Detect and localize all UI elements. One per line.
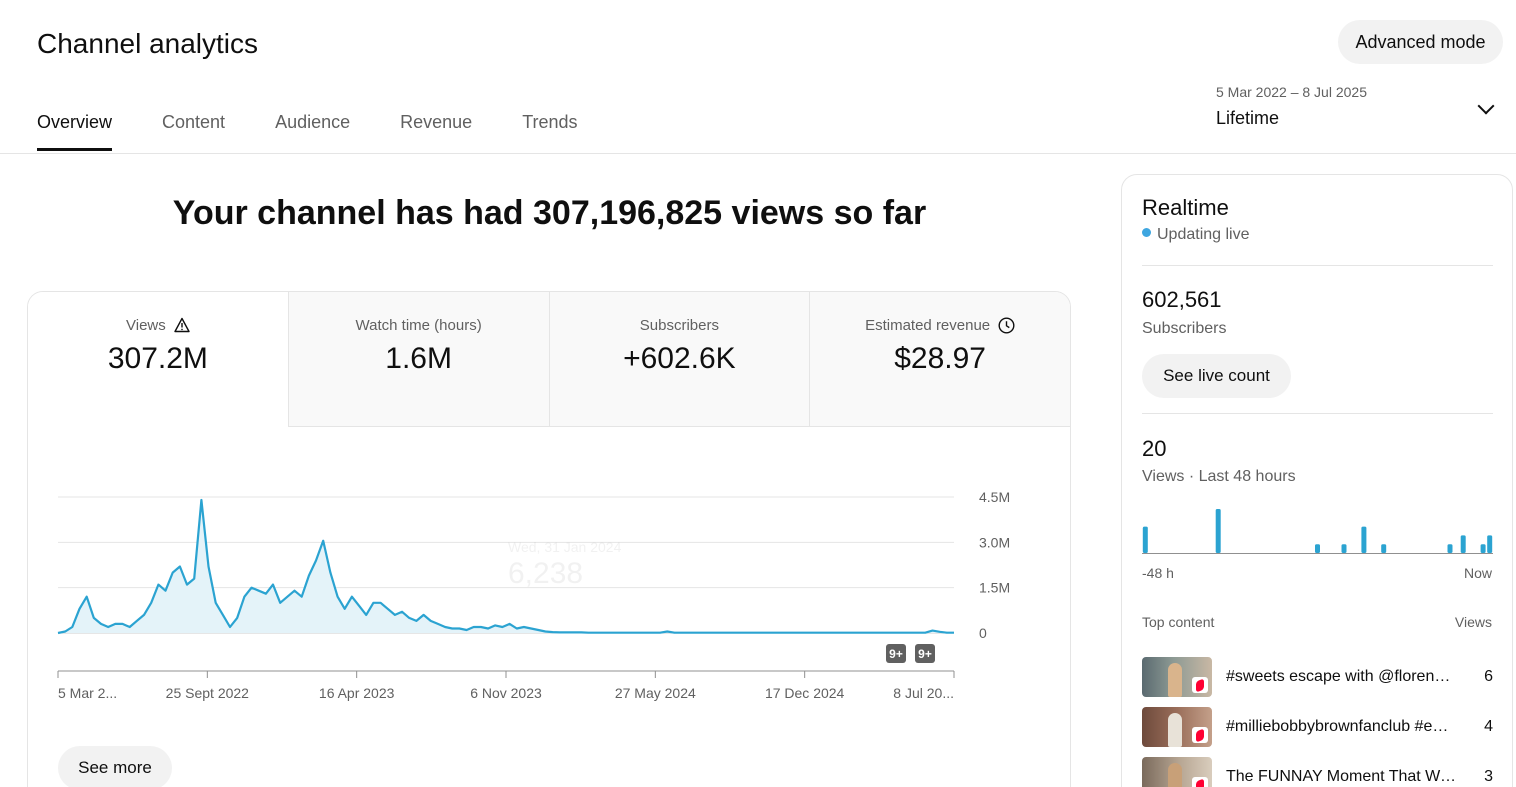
metric-estimated-revenue[interactable]: Estimated revenue $28.97 [809, 292, 1070, 427]
top-content-views: 3 [1484, 768, 1493, 785]
metric-watch-time[interactable]: Watch time (hours) 1.6M [287, 292, 549, 427]
annotation-badge[interactable] [915, 644, 935, 663]
thumbnail-figure [1168, 663, 1182, 697]
realtime-status: Updating live [1142, 226, 1250, 244]
top-content-views-label: Views [1454, 614, 1492, 630]
realtime-bar[interactable] [1142, 526, 1148, 553]
metric-label: Estimated revenue [865, 316, 991, 334]
realtime-bar[interactable] [1447, 544, 1453, 553]
tab-audience[interactable]: Audience [275, 112, 351, 132]
realtime-bar[interactable] [1487, 535, 1493, 553]
top-content-row[interactable]: The FUNNAY Moment That Went... 3 [1142, 757, 1493, 787]
metric-views[interactable]: Views 307.2M [28, 292, 288, 427]
video-thumbnail[interactable] [1142, 757, 1212, 787]
views-chart[interactable]: 4.5M 3.0M 1.5M 0 Wed, 31 Jan 2024 6,238 9+ 9… [28, 427, 1071, 727]
divider [1142, 413, 1493, 414]
realtime-status-text: Updating live [1157, 226, 1250, 243]
realtime-views-chart[interactable] [1142, 503, 1493, 557]
y-tick-label: 0 [979, 625, 987, 641]
chart-tooltip-value: 6,238 [508, 557, 583, 590]
realtime-subscribers-count: 602,561 [1142, 287, 1222, 312]
y-tick-label: 1.5M [979, 580, 1010, 596]
tab-bar: Overview Content Audience Revenue Trends [37, 112, 628, 151]
metric-value: $28.97 [894, 342, 986, 375]
realtime-bar[interactable] [1460, 535, 1466, 553]
page-title: Channel analytics [37, 28, 259, 59]
shorts-icon [1192, 727, 1208, 743]
realtime-bar[interactable] [1315, 544, 1320, 553]
realtime-views-count: 20 [1142, 436, 1167, 461]
top-content-title[interactable]: #milliebobbybrownfanclub #edit... [1226, 718, 1456, 735]
date-range-text: 5 Mar 2022 – 8 Jul 2025 [1216, 84, 1367, 100]
realtime-panel: Realtime Updating live 602,561 Subscribe… [1121, 174, 1513, 787]
y-tick-label: 4.5M [979, 489, 1010, 505]
tab-trends[interactable]: Trends [522, 112, 578, 132]
divider [1142, 265, 1493, 266]
metric-tabs: Views 307.2M Watch time (hours) 1.6M Sub… [28, 292, 1070, 427]
realtime-subscribers-label: Subscribers [1142, 320, 1227, 337]
y-tick-label: 3.0M [979, 534, 1010, 550]
realtime-axis-start: -48 h [1142, 565, 1174, 581]
live-dot-icon [1142, 227, 1151, 237]
annotation-badge-label: 9+ [889, 647, 903, 661]
metric-label: Watch time (hours) [355, 316, 482, 334]
x-tick-label: 6 Nov 2023 [470, 685, 542, 701]
realtime-views-label: Views · Last 48 hours [1142, 468, 1296, 485]
top-content-views: 6 [1484, 668, 1493, 685]
views-line [57, 498, 954, 635]
metric-value: 307.2M [107, 342, 208, 375]
realtime-bar[interactable] [1361, 526, 1367, 553]
annotation-badge[interactable] [886, 644, 906, 663]
see-live-count-button[interactable]: See live count [1142, 354, 1291, 398]
top-content-row[interactable]: #milliebobbybrownfanclub #edit... 4 [1142, 707, 1493, 747]
date-period-text: Lifetime [1216, 108, 1280, 128]
realtime-bar[interactable] [1381, 544, 1387, 553]
clock-icon[interactable] [998, 316, 1015, 334]
metric-label: Subscribers [639, 316, 719, 334]
shorts-icon [1192, 777, 1208, 787]
tab-overview[interactable]: Overview [37, 112, 113, 151]
realtime-bar[interactable] [1215, 509, 1221, 553]
video-thumbnail[interactable] [1142, 707, 1212, 747]
metric-label: Views [126, 316, 166, 334]
x-tick-label: 17 Dec 2024 [765, 685, 845, 701]
thumbnail-figure [1168, 713, 1182, 747]
realtime-bar[interactable] [1480, 544, 1486, 553]
tab-content[interactable]: Content [162, 112, 226, 132]
annotation-badge-label: 9+ [918, 647, 932, 661]
x-tick-label: 27 May 2024 [615, 685, 696, 701]
thumbnail-figure [1168, 763, 1182, 787]
top-content-label: Top content [1142, 614, 1215, 630]
chart-tooltip-date: Wed, 31 Jan 2024 [508, 539, 622, 555]
top-content-views: 4 [1484, 718, 1493, 735]
date-range-selector[interactable]: 5 Mar 2022 – 8 Jul 2025 Lifetime [1216, 84, 1496, 129]
warning-icon[interactable] [174, 317, 190, 333]
metric-value: 1.6M [385, 342, 452, 375]
advanced-mode-button[interactable]: Advanced mode [1338, 20, 1503, 64]
realtime-title: Realtime [1142, 195, 1229, 220]
views-headline: Your channel has had 307,196,825 views s… [172, 194, 927, 232]
top-content-row[interactable]: #sweets escape with @florence... 6 [1142, 657, 1493, 697]
metric-value: +602.6K [623, 342, 736, 375]
tab-revenue[interactable]: Revenue [400, 112, 473, 132]
realtime-axis-end: Now [1463, 565, 1492, 581]
top-content-title[interactable]: #sweets escape with @florence... [1226, 668, 1456, 685]
video-thumbnail[interactable] [1142, 657, 1212, 697]
realtime-bar[interactable] [1341, 544, 1347, 553]
x-tick-label: 8 Jul 20... [893, 685, 954, 701]
shorts-icon [1192, 677, 1208, 693]
x-tick-label: 16 Apr 2023 [319, 685, 395, 701]
top-content-title[interactable]: The FUNNAY Moment That Went... [1226, 768, 1456, 785]
metric-subscribers[interactable]: Subscribers +602.6K [548, 292, 810, 427]
x-tick-label: 25 Sept 2022 [166, 685, 250, 701]
overview-card: Views 307.2M Watch time (hours) 1.6M Sub… [27, 291, 1071, 787]
x-tick-label: 5 Mar 2... [58, 685, 117, 701]
tabs-divider [0, 153, 1516, 154]
see-more-button[interactable]: See more [58, 746, 172, 787]
views-area [58, 500, 954, 633]
